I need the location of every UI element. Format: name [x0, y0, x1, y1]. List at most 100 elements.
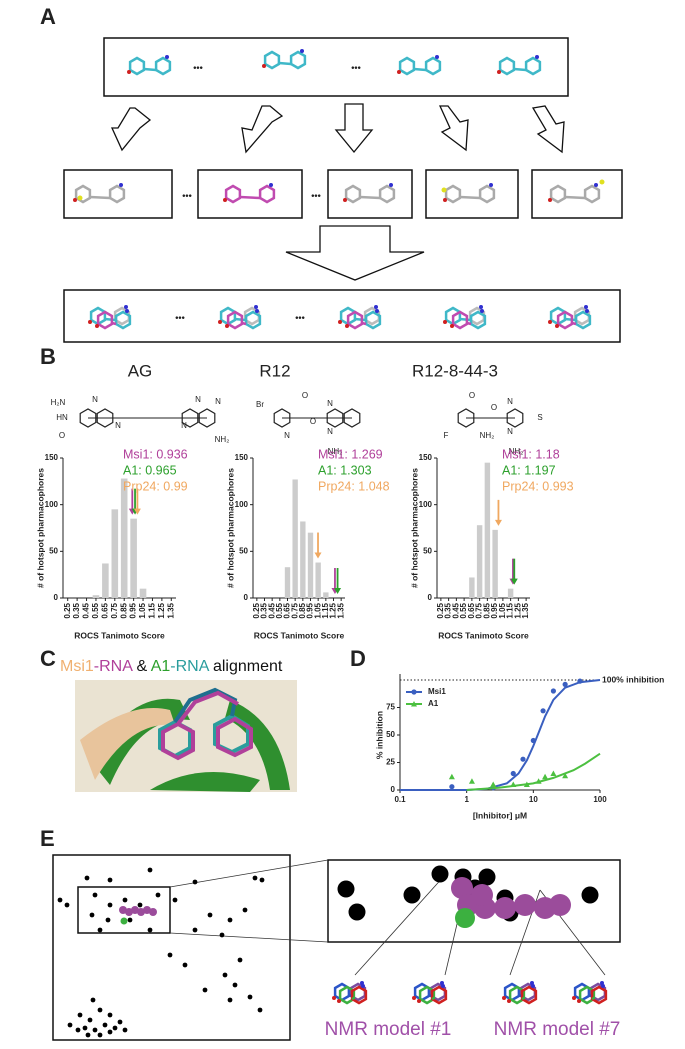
atom [531, 984, 535, 988]
x-tick-label: 1.05 [313, 602, 322, 618]
x-tick-label: 1.35 [166, 602, 175, 618]
ring [364, 310, 382, 330]
embedding-point [257, 1007, 263, 1013]
bar [111, 509, 119, 598]
bond [89, 195, 111, 200]
y-tick-label: 50 [239, 546, 248, 555]
atom-label: N [507, 427, 513, 436]
atom-label: N [181, 421, 187, 430]
ring [96, 408, 114, 428]
bar [300, 521, 306, 598]
y-tick-label: 25 [386, 758, 395, 767]
embedding-point [97, 927, 103, 933]
bond [466, 321, 472, 326]
ring [198, 408, 216, 428]
embedding-point [82, 1025, 88, 1031]
panel-label: D [350, 646, 366, 671]
nmr-label: NMR model #1 [325, 1019, 452, 1040]
point [530, 737, 536, 744]
x-tick-label: 1 [464, 795, 469, 804]
embedding-point [77, 1012, 83, 1018]
bond [278, 61, 292, 66]
bond [348, 993, 352, 998]
x-tick-label: 0.25 [252, 602, 261, 618]
x-tick-label: 0.85 [482, 602, 491, 618]
fragment-box [531, 169, 623, 219]
embedding-point [122, 1027, 128, 1033]
atom [125, 309, 129, 313]
annotation-label: A1: 1.197 [502, 463, 556, 477]
detail-point [431, 865, 449, 883]
ring [506, 408, 524, 428]
atom-label: O [491, 403, 497, 412]
bond [354, 317, 366, 322]
y-tick-label: 150 [235, 453, 249, 462]
arrow-head [334, 588, 342, 594]
embedding-point [147, 927, 153, 933]
atom-label: O [469, 391, 475, 400]
ring [468, 306, 486, 326]
point [520, 756, 526, 762]
atom [450, 324, 454, 328]
atom [389, 183, 393, 187]
embedding-point [97, 1007, 103, 1013]
zoom-box [77, 886, 171, 934]
annotation-label: Prp24: 0.99 [123, 479, 188, 493]
bar [120, 478, 128, 598]
embedding-point [57, 897, 63, 903]
embedding-point [242, 907, 248, 913]
detail-point [337, 880, 355, 898]
ring [457, 408, 475, 428]
atom-label: N [327, 427, 333, 436]
point [550, 688, 557, 694]
atom [255, 309, 259, 313]
atom [535, 55, 539, 59]
arrow-head [133, 508, 141, 515]
atom [95, 324, 99, 328]
bond [239, 195, 261, 200]
annotation-label: A1: 1.303 [318, 463, 372, 477]
embedding-point [89, 912, 95, 918]
atom [165, 55, 169, 59]
ring [113, 306, 131, 326]
ring [478, 184, 496, 204]
x-tick-label: 0.55 [91, 602, 100, 618]
atom [412, 996, 416, 1000]
x-tick-label: 1.05 [498, 602, 507, 618]
atom-label: O [59, 431, 65, 440]
atom [489, 183, 493, 187]
atom-label: NH₂ [480, 431, 495, 440]
atom [435, 55, 439, 59]
x-tick-label: 0.95 [306, 602, 315, 618]
atom [443, 320, 447, 324]
bar [130, 518, 137, 598]
x-axis-label: [Inhibitor] μM [473, 810, 527, 820]
arrow-head [314, 552, 322, 559]
y-axis-label: # of hotspot pharmacophores [35, 468, 45, 588]
detail-cluster-point [471, 884, 493, 906]
cluster-point [120, 917, 128, 925]
x-tick-label: 0.55 [459, 602, 468, 618]
legend-marker [411, 689, 417, 695]
ligand-box [103, 37, 569, 97]
ring [469, 310, 487, 330]
panel-label: E [40, 826, 55, 851]
bar [292, 479, 298, 598]
atom [269, 183, 273, 187]
x-tick-label: 1.35 [336, 602, 345, 618]
atom [332, 996, 336, 1000]
bar [315, 562, 321, 598]
x-axis-label: ROCS Tanimoto Score [438, 630, 529, 640]
x-tick-label: 1.15 [506, 602, 515, 618]
ring [154, 56, 172, 76]
x-tick-label: 0.75 [110, 602, 119, 618]
x-tick-label: 0.85 [119, 602, 128, 618]
embedding-point [64, 902, 70, 908]
point [448, 773, 455, 780]
atom [548, 320, 552, 324]
chart-title: AG [128, 361, 153, 380]
fit-curve [400, 679, 601, 791]
chart-title: R12-8-44-3 [412, 361, 498, 380]
atom [374, 305, 378, 309]
detail-cluster-point [549, 894, 571, 916]
